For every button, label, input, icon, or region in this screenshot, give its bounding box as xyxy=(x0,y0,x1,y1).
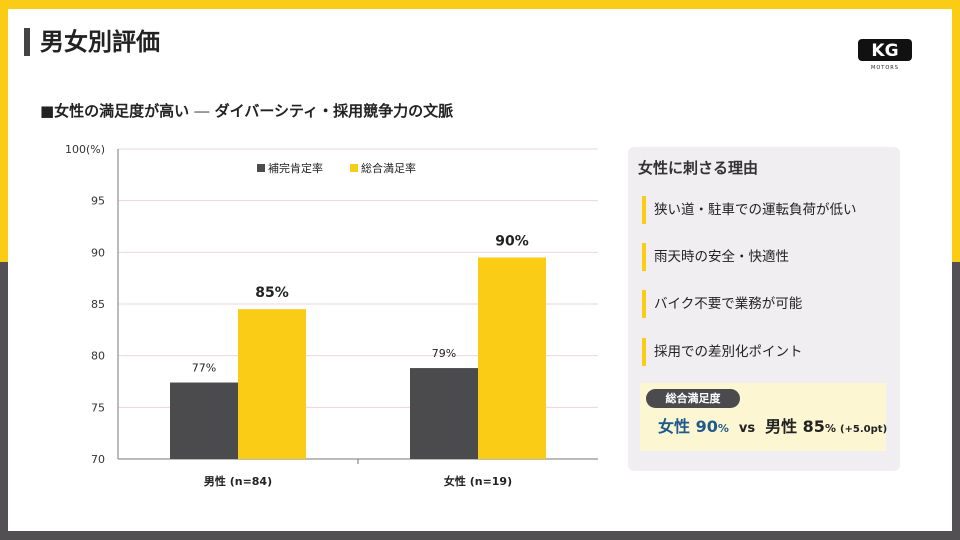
page-title: 男女別評価 xyxy=(40,28,160,56)
chart-legend: 補完肯定率 総合満足率 xyxy=(257,161,416,175)
y-tick-label: 90 xyxy=(91,246,105,259)
y-tick-label: 75 xyxy=(91,401,105,414)
chart-axes: 70 75 80 85 90 95 100(%) 男性 (n=84) 女性 (n=19) xyxy=(65,143,598,488)
x-category-label: 女性 (n=19) xyxy=(444,474,512,488)
x-category-label: 男性 (n=84) xyxy=(204,474,272,488)
subtitle-main: ■女性の満足度が高い xyxy=(40,102,190,120)
kg-motors-logo: KG MOTORS xyxy=(858,39,912,71)
bar-hokan xyxy=(410,368,478,459)
y-tick-label: 95 xyxy=(91,195,105,208)
y-tick-label: 85 xyxy=(91,298,105,311)
male-satisfaction: 男性 85% xyxy=(765,417,836,436)
female-satisfaction: 女性 90% xyxy=(658,417,729,436)
bar-data-label: 79% xyxy=(432,347,456,360)
reason-item: 雨天時の安全・快適性 xyxy=(642,243,789,271)
legend-swatch xyxy=(350,164,358,172)
male-satisfaction-value: 男性 85 xyxy=(765,417,825,436)
reason-item: 狭い道・駐車での運転負荷が低い xyxy=(642,196,857,224)
vs-label: vs xyxy=(738,421,756,436)
subtitle-rest: ダイバーシティ・採用競争力の文脈 xyxy=(214,102,454,120)
reason-item: 採用での差別化ポイント xyxy=(642,338,803,366)
legend-label: 補完肯定率 xyxy=(268,161,323,175)
chart-bars: 77% 85% 79% 90% xyxy=(170,234,546,459)
legend-label: 総合満足率 xyxy=(361,161,416,175)
bar-data-label: 85% xyxy=(255,285,289,301)
bar-sogo xyxy=(478,257,546,459)
logo-text: KG xyxy=(871,41,898,61)
male-satisfaction-unit: % xyxy=(824,422,836,435)
female-satisfaction-unit: % xyxy=(717,422,729,435)
bar-data-label: 90% xyxy=(495,234,529,250)
y-tick-label: 70 xyxy=(91,453,105,466)
female-satisfaction-value: 女性 90 xyxy=(658,417,718,436)
satisfaction-diff: (+5.0pt) xyxy=(839,424,888,435)
reasons-panel-title: 女性に刺さる理由 xyxy=(638,159,759,177)
satisfaction-badge: 総合満足度 xyxy=(646,389,740,408)
bar-sogo xyxy=(238,309,306,459)
bar-data-label: 77% xyxy=(192,362,216,375)
subtitle-dash: ― xyxy=(189,102,215,120)
logo-subtext: MOTORS xyxy=(871,65,899,71)
bar-hokan xyxy=(170,382,238,459)
section-subtitle: ■女性の満足度が高い ― ダイバーシティ・採用競争力の文脈 xyxy=(40,101,453,121)
y-tick-label: 100(%) xyxy=(65,143,105,156)
satisfaction-comparison: 女性 90% vs 男性 85% (+5.0pt) xyxy=(658,414,887,443)
title-accent-bar xyxy=(24,28,30,56)
legend-swatch xyxy=(257,164,265,172)
y-tick-label: 80 xyxy=(91,350,105,363)
reason-item: バイク不要で業務が可能 xyxy=(642,290,802,318)
